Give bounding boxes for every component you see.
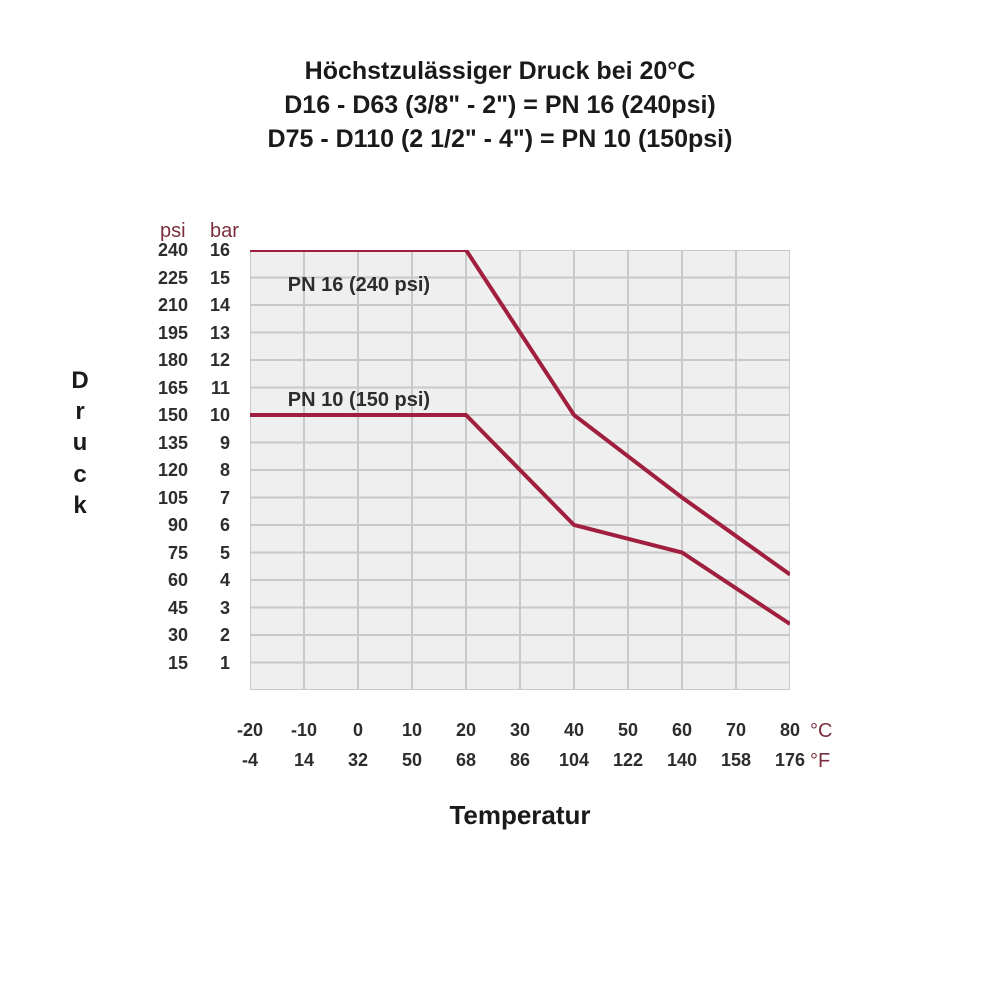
x-tick-f: 140 xyxy=(667,750,697,771)
y-tick-bar: 7 xyxy=(200,488,230,509)
y-tick-bar: 10 xyxy=(200,405,230,426)
y-tick-psi: 90 xyxy=(148,515,188,536)
x-tick-f: 14 xyxy=(294,750,314,771)
x-tick-c: -10 xyxy=(291,720,317,741)
y-tick-bar: 11 xyxy=(200,378,230,399)
x-tick-f: 86 xyxy=(510,750,530,771)
y-tick-bar: 5 xyxy=(200,543,230,564)
y-tick-bar: 15 xyxy=(200,268,230,289)
y-tick-bar: 16 xyxy=(200,240,230,261)
x-tick-f: 68 xyxy=(456,750,476,771)
x-tick-c: 20 xyxy=(456,720,476,741)
x-tick-c: 0 xyxy=(353,720,363,741)
y-tick-psi: 30 xyxy=(148,625,188,646)
y-tick-bar: 8 xyxy=(200,460,230,481)
y-tick-psi: 15 xyxy=(148,653,188,674)
x-tick-f: 50 xyxy=(402,750,422,771)
y-tick-psi: 60 xyxy=(148,570,188,591)
y-tick-bar: 13 xyxy=(200,323,230,344)
y-tick-bar: 4 xyxy=(200,570,230,591)
x-tick-f: 104 xyxy=(559,750,589,771)
y-axis-label: Druck xyxy=(70,365,90,521)
chart-container: Druck psi bar 15130245360475590610571208… xyxy=(100,230,900,850)
y-tick-bar: 14 xyxy=(200,295,230,316)
y-tick-psi: 165 xyxy=(148,378,188,399)
y-tick-psi: 105 xyxy=(148,488,188,509)
y-tick-psi: 240 xyxy=(148,240,188,261)
y-tick-psi: 120 xyxy=(148,460,188,481)
y-tick-psi: 225 xyxy=(148,268,188,289)
title-line-3: D75 - D110 (2 1/2" - 4") = PN 10 (150psi… xyxy=(0,123,1000,157)
x-tick-c: 30 xyxy=(510,720,530,741)
x-unit-fahrenheit: °F xyxy=(810,750,830,773)
x-tick-f: 122 xyxy=(613,750,643,771)
x-tick-c: 80 xyxy=(780,720,800,741)
y-tick-bar: 12 xyxy=(200,350,230,371)
y-tick-psi: 180 xyxy=(148,350,188,371)
y-tick-psi: 195 xyxy=(148,323,188,344)
y-tick-psi: 135 xyxy=(148,433,188,454)
x-tick-f: 32 xyxy=(348,750,368,771)
x-tick-f: 176 xyxy=(775,750,805,771)
x-tick-f: -4 xyxy=(242,750,258,771)
y-tick-bar: 3 xyxy=(200,598,230,619)
x-tick-f: 158 xyxy=(721,750,751,771)
y-tick-bar: 2 xyxy=(200,625,230,646)
x-tick-c: 10 xyxy=(402,720,422,741)
y-tick-psi: 150 xyxy=(148,405,188,426)
x-axis-label: Temperatur xyxy=(250,800,790,831)
y-tick-psi: 210 xyxy=(148,295,188,316)
x-tick-c: 40 xyxy=(564,720,584,741)
x-tick-c: 60 xyxy=(672,720,692,741)
title-line-2: D16 - D63 (3/8" - 2") = PN 16 (240psi) xyxy=(0,89,1000,123)
chart-title: Höchstzulässiger Druck bei 20°C D16 - D6… xyxy=(0,55,1000,156)
title-line-1: Höchstzulässiger Druck bei 20°C xyxy=(0,55,1000,89)
y-tick-bar: 6 xyxy=(200,515,230,536)
x-tick-c: 50 xyxy=(618,720,638,741)
x-tick-c: 70 xyxy=(726,720,746,741)
series-label: PN 16 (240 psi) xyxy=(288,274,430,297)
x-tick-c: -20 xyxy=(237,720,263,741)
series-label: PN 10 (150 psi) xyxy=(288,389,430,412)
y-tick-bar: 1 xyxy=(200,653,230,674)
y-tick-psi: 45 xyxy=(148,598,188,619)
plot-area xyxy=(250,250,790,690)
y-tick-bar: 9 xyxy=(200,433,230,454)
x-unit-celsius: °C xyxy=(810,720,832,743)
y-tick-psi: 75 xyxy=(148,543,188,564)
